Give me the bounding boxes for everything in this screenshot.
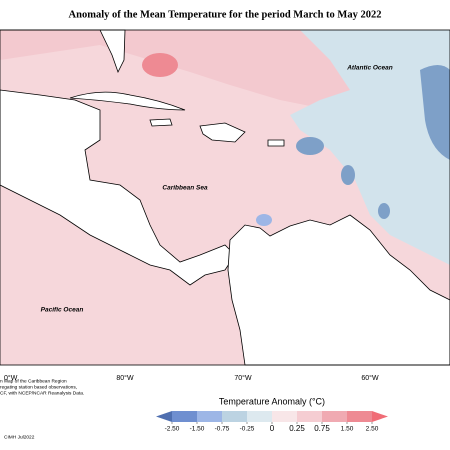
hispaniola (199, 122, 246, 143)
cold-patch (378, 203, 390, 219)
cold-patch (256, 214, 272, 226)
credit: CIMH Jul2022 (4, 434, 35, 440)
tick-label: -1.50 (190, 426, 205, 433)
cold-patch (420, 65, 450, 160)
warm-patch (142, 53, 178, 77)
footnote-line: regating station based observations, (0, 384, 77, 390)
colorbar-segment (247, 411, 272, 422)
tick-label: 0.75 (314, 424, 330, 433)
colorbar-segment (222, 411, 247, 422)
colorbar-segment (172, 411, 197, 422)
colorbar-segment (197, 411, 222, 422)
south-america (227, 214, 450, 366)
footnote-line: CF, with NCEP/NCAR Reanalysis Data. (0, 390, 84, 396)
cuba (69, 91, 186, 111)
tick-label: 2.50 (366, 426, 379, 433)
colorbar-segment (322, 411, 347, 422)
colorbar-segment (297, 411, 322, 422)
longitude-label: 80°W (116, 374, 134, 382)
tick-label: 0 (270, 424, 275, 433)
tick-label: -0.75 (215, 426, 230, 433)
footnote-line: n Map of the Caribbean Region (0, 378, 67, 384)
cold-patch (296, 137, 324, 155)
tick-label: 0.25 (289, 424, 305, 433)
tick-label: 1.50 (341, 426, 354, 433)
colorbar-end (156, 411, 172, 422)
longitude-label: 70°W (234, 374, 252, 382)
tick-label: -0.25 (240, 426, 255, 433)
colorbar-segment (272, 411, 297, 422)
puerto-rico (267, 139, 285, 147)
tick-label: -2.50 (165, 426, 180, 433)
legend-title: Temperature Anomaly (°C) (219, 396, 325, 406)
map-frame (0, 29, 450, 366)
jamaica (149, 118, 173, 127)
sea-label: Caribbean Sea (162, 185, 208, 192)
colorbar: -2.50 -1.50 -0.75 -0.25 0 0.25 0.75 1.50 2.50 (156, 411, 388, 433)
title: Anomaly of the Mean Temperature for the … (69, 9, 382, 20)
longitude-label: 0°W (4, 374, 18, 382)
cold-patch (341, 165, 355, 185)
colorbar-end (372, 411, 388, 422)
ocean-label: Atlantic Ocean (346, 65, 393, 72)
central-america (0, 89, 236, 286)
colorbar-segment (347, 411, 372, 422)
cool-zone (290, 30, 450, 265)
longitude-labels: 0°W 80°W 70°W 60°W (4, 374, 379, 382)
ocean-label: Pacific Ocean (41, 307, 84, 314)
map: Atlantic Ocean Caribbean Sea Pacific Oce… (0, 29, 450, 366)
longitude-label: 60°W (361, 374, 379, 382)
